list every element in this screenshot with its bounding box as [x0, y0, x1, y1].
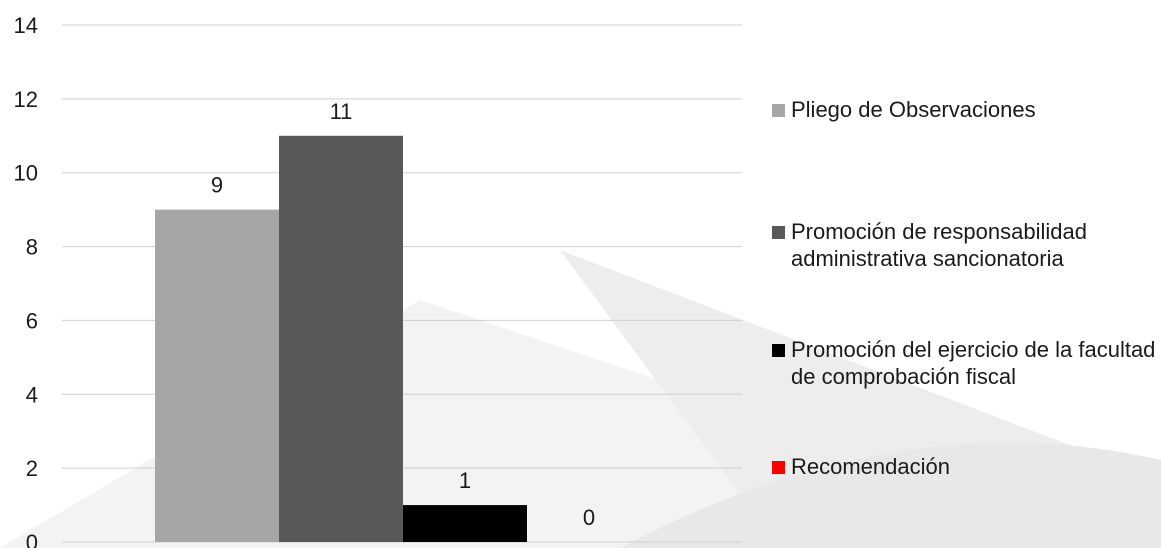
y-tick-label: 6: [26, 308, 38, 333]
bar: [403, 505, 527, 542]
y-axis-ticks: 0 2 4 6 8 10 12 14: [14, 13, 38, 548]
bars: [155, 135, 527, 543]
data-label: 11: [330, 99, 353, 124]
data-label: 1: [459, 468, 471, 493]
legend-item: Pliego de Observaciones: [772, 96, 1161, 123]
y-tick-label: 8: [26, 235, 38, 260]
legend: Pliego de Observaciones Promoción de resp…: [772, 0, 1161, 548]
legend-item: Recomendación: [772, 453, 1161, 480]
legend-label: Pliego de Observaciones: [791, 97, 1036, 122]
legend-item: Promoción de responsabilidad administrat…: [772, 218, 1161, 272]
y-tick-label: 0: [26, 530, 38, 548]
legend-swatch: [772, 226, 785, 239]
legend-label: Recomendación: [791, 454, 950, 479]
data-label: 9: [211, 173, 223, 198]
data-label: 0: [583, 505, 595, 530]
legend-swatch: [772, 104, 785, 117]
y-tick-label: 4: [26, 382, 38, 407]
y-tick-label: 2: [26, 456, 38, 481]
legend-label: Promoción del ejercicio de la facultad d…: [791, 337, 1156, 389]
legend-swatch: [772, 344, 785, 357]
y-tick-label: 12: [14, 87, 38, 112]
legend-swatch: [772, 461, 785, 474]
bar: [279, 135, 403, 543]
bar: [155, 209, 279, 542]
legend-item: Promoción del ejercicio de la facultad d…: [772, 336, 1161, 390]
y-tick-label: 14: [14, 13, 38, 38]
y-tick-label: 10: [14, 161, 38, 186]
legend-label: Promoción de responsabilidad administrat…: [791, 219, 1087, 271]
